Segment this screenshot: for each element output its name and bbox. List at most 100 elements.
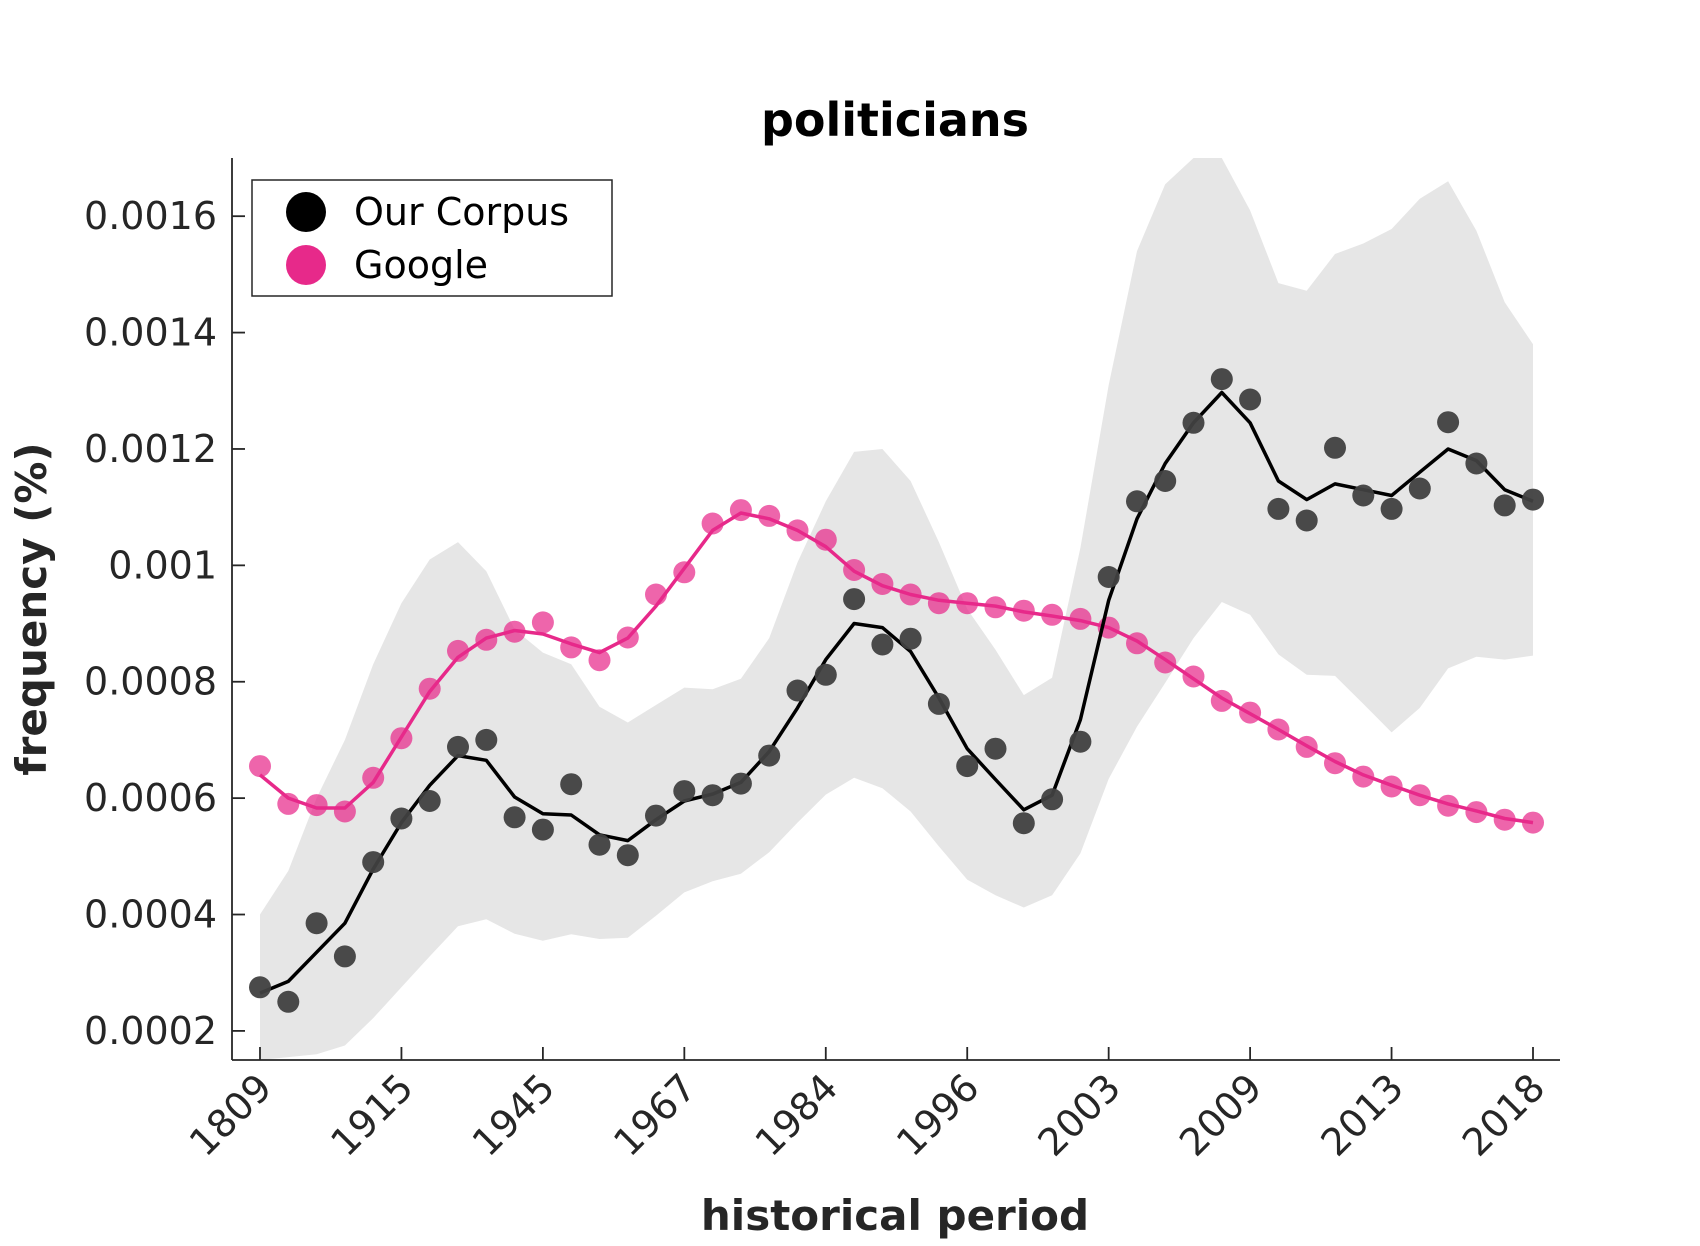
google-point-23 [899,583,922,606]
our-corpus-point-34 [1210,368,1233,391]
google-point-4 [362,766,385,789]
chart-title: politicians [761,93,1029,147]
y-axis-title: frequency (%) [7,442,56,775]
our-corpus-point-45 [1522,488,1544,511]
google-point-37 [1295,735,1318,758]
corpus-series-layer [249,368,1544,1013]
our-corpus-point-8 [475,728,498,751]
our-corpus-point-9 [503,806,526,829]
google-point-25 [956,592,979,615]
google-point-29 [1069,607,1092,630]
google-point-33 [1182,665,1205,688]
legend-label-google: Google [354,243,488,287]
our-corpus-point-41 [1408,477,1431,500]
our-corpus-point-10 [531,818,554,841]
google-point-15 [673,561,696,584]
our-corpus-point-29 [1069,730,1092,753]
our-corpus-point-43 [1465,452,1488,475]
our-corpus-point-20 [814,663,837,686]
x-tick-label-1967: 1967 [605,1065,705,1165]
google-point-45 [1522,811,1544,834]
google-point-13 [616,626,639,649]
our-corpus-point-40 [1380,497,1403,520]
x-tick-label-2013: 2013 [1312,1065,1412,1165]
x-tick-label-1996: 1996 [888,1065,988,1165]
x-tick-label-2018: 2018 [1454,1065,1554,1165]
our-corpus-point-24 [927,692,950,715]
x-axis-title: historical period [701,1191,1089,1240]
axes-layer [231,158,1560,1061]
our-corpus-point-17 [729,772,752,795]
google-point-18 [758,504,781,527]
our-corpus-point-44 [1493,494,1516,517]
our-corpus-point-18 [758,744,781,767]
google-point-39 [1352,765,1375,788]
x-tick-label-1945: 1945 [464,1065,564,1165]
our-corpus-point-38 [1324,436,1346,459]
our-corpus-point-15 [673,780,696,803]
legend-label-our-corpus: Our Corpus [354,190,569,234]
google-point-12 [588,649,611,672]
google-point-16 [701,512,724,535]
y-tick-label-7: 0.0016 [84,194,217,238]
x-tick-label-2003: 2003 [1030,1065,1130,1165]
google-point-40 [1380,775,1403,798]
our-corpus-point-3 [333,945,356,968]
google-point-21 [843,559,866,581]
our-corpus-point-19 [786,679,809,702]
google-point-8 [475,628,498,651]
our-corpus-point-2 [305,912,328,935]
our-corpus-point-13 [616,844,639,867]
y-tick-label-6: 0.0014 [84,311,217,355]
google-point-26 [984,596,1007,619]
our-corpus-point-31 [1126,490,1148,513]
x-tick-label-1809: 1809 [181,1065,281,1165]
our-corpus-point-22 [871,633,894,656]
our-corpus-point-37 [1295,509,1318,532]
google-point-38 [1324,752,1346,775]
google-point-28 [1041,603,1064,626]
google-point-19 [786,519,809,542]
our-corpus-point-16 [701,784,724,807]
y-tick-label-2: 0.0006 [84,776,217,820]
google-point-34 [1210,689,1233,712]
y-tick-label-1: 0.0004 [84,893,217,937]
google-point-11 [560,636,583,659]
our-corpus-point-6 [418,790,441,812]
google-point-42 [1437,794,1460,817]
google-point-17 [729,499,752,522]
our-corpus-point-5 [390,807,413,830]
google-point-43 [1465,801,1488,824]
google-point-0 [249,755,271,778]
our-corpus-point-42 [1437,411,1460,434]
google-point-44 [1493,808,1516,831]
google-point-20 [814,528,837,551]
our-corpus-point-21 [843,588,866,611]
our-corpus-point-36 [1267,497,1290,520]
our-corpus-point-32 [1154,470,1177,492]
google-point-35 [1239,701,1262,724]
our-corpus-point-23 [899,627,922,650]
google-point-24 [927,592,950,615]
google-point-31 [1126,632,1148,655]
legend: Our Corpus Google [251,179,613,297]
x-tick-label-1915: 1915 [322,1065,422,1165]
google-point-1 [277,792,300,815]
google-point-9 [503,620,526,643]
our-corpus-point-39 [1352,484,1375,507]
our-corpus-point-35 [1239,388,1262,411]
our-corpus-point-4 [362,851,385,874]
google-smoothed-line [258,511,1534,825]
y-tick-label-4: 0.001 [108,543,217,587]
our-corpus-point-26 [984,737,1007,760]
google-series-layer [249,499,1544,834]
x-tick-label-2009: 2009 [1171,1065,1271,1165]
our-corpus-point-7 [447,735,469,758]
y-tick-label-5: 0.0012 [84,427,217,471]
legend-marker-google [286,245,326,285]
our-corpus-point-1 [277,990,300,1013]
google-point-6 [418,677,441,700]
x-tick-label-1984: 1984 [747,1065,847,1165]
